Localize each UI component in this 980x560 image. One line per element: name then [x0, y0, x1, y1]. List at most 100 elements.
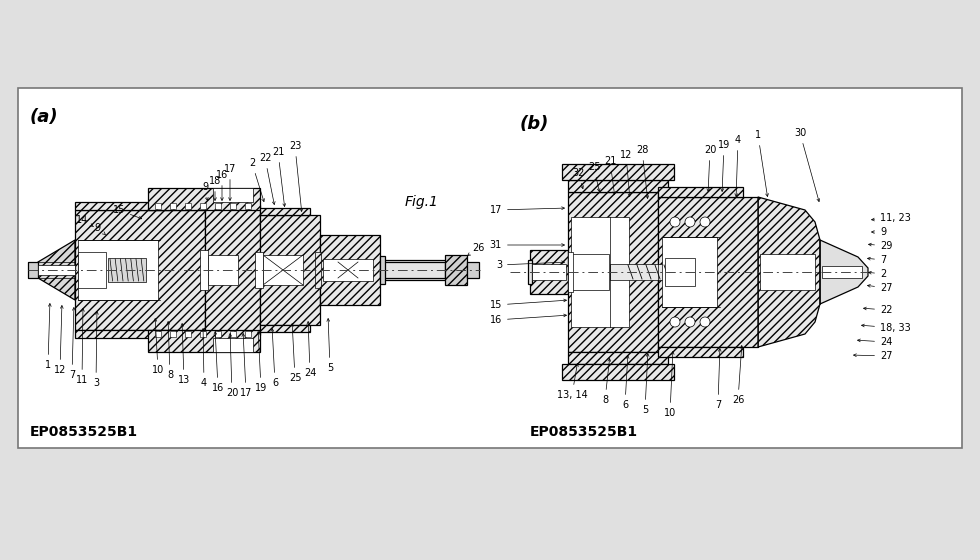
Text: 7: 7 [69, 307, 75, 380]
Text: 29: 29 [868, 241, 893, 251]
Text: 13: 13 [178, 324, 190, 385]
Bar [260, 215, 320, 325]
Bar [315, 252, 321, 288]
Bar [571, 217, 629, 327]
Bar [245, 203, 251, 209]
Text: 5: 5 [642, 353, 649, 415]
Text: 11: 11 [75, 309, 88, 385]
Bar [380, 262, 445, 278]
Text: 10: 10 [663, 352, 676, 418]
Text: 6: 6 [270, 329, 278, 388]
Bar [532, 264, 566, 280]
Text: 15: 15 [490, 299, 566, 310]
Bar [213, 188, 253, 202]
Text: 3: 3 [93, 311, 99, 388]
Polygon shape [38, 240, 75, 300]
Bar [445, 255, 467, 285]
Bar [317, 256, 323, 284]
Text: 26: 26 [467, 243, 484, 255]
Text: 26: 26 [732, 346, 744, 405]
Text: 28: 28 [636, 145, 649, 198]
Bar [213, 338, 253, 352]
Text: 6: 6 [622, 356, 629, 410]
Text: 7: 7 [867, 255, 886, 265]
Circle shape [700, 317, 710, 327]
Polygon shape [758, 197, 820, 347]
Text: 25: 25 [588, 162, 600, 192]
Bar [155, 331, 161, 337]
Bar [108, 258, 146, 282]
Text: 22: 22 [863, 305, 893, 315]
Text: 21: 21 [604, 156, 616, 194]
Text: 4: 4 [735, 135, 741, 197]
Bar [200, 331, 206, 337]
Text: 32: 32 [571, 168, 584, 189]
Bar [528, 260, 532, 284]
Text: 12: 12 [619, 150, 632, 197]
Circle shape [685, 217, 695, 227]
Bar [260, 208, 310, 215]
Bar [200, 203, 206, 209]
Text: 31: 31 [490, 240, 564, 250]
Text: 27: 27 [854, 351, 893, 361]
Text: (b): (b) [520, 115, 550, 133]
Bar [200, 250, 208, 290]
Bar [260, 325, 310, 332]
Bar [658, 197, 758, 347]
Bar [28, 262, 38, 278]
Bar [245, 331, 251, 337]
Text: 13, 14: 13, 14 [557, 363, 587, 400]
Text: 15: 15 [113, 205, 142, 219]
Text: 24: 24 [304, 321, 317, 378]
Text: 20: 20 [225, 334, 238, 398]
Circle shape [670, 217, 680, 227]
Text: 25: 25 [289, 324, 301, 383]
Text: 9: 9 [94, 223, 106, 235]
Bar [78, 252, 106, 288]
Bar [467, 262, 479, 278]
Bar [78, 240, 158, 300]
Text: 23: 23 [289, 141, 303, 212]
Bar [568, 180, 668, 192]
Bar [148, 330, 260, 352]
Bar [610, 264, 700, 280]
Bar [75, 202, 170, 210]
Text: (a): (a) [30, 108, 59, 126]
Text: 3: 3 [496, 260, 564, 270]
Bar [571, 254, 609, 290]
Bar [320, 260, 455, 280]
Text: 18, 33: 18, 33 [861, 323, 910, 333]
Bar [205, 205, 260, 335]
Text: 11, 23: 11, 23 [871, 213, 910, 223]
Bar [208, 255, 238, 285]
Text: 30: 30 [794, 128, 819, 202]
Text: 9: 9 [871, 227, 886, 237]
Text: 21: 21 [271, 147, 285, 207]
Bar [148, 188, 260, 210]
Text: 18: 18 [209, 176, 221, 200]
Text: 8: 8 [602, 358, 611, 405]
Bar [75, 330, 170, 338]
Bar [185, 203, 191, 209]
Bar [38, 265, 75, 275]
Bar [323, 259, 373, 281]
Bar [568, 352, 668, 364]
Circle shape [685, 317, 695, 327]
Bar [562, 164, 674, 180]
Circle shape [670, 317, 680, 327]
Bar [215, 203, 221, 209]
Text: 7: 7 [714, 348, 721, 410]
Text: 4: 4 [201, 329, 207, 388]
Bar [822, 266, 862, 278]
Bar [530, 250, 568, 294]
Bar [320, 235, 380, 305]
Bar [255, 252, 263, 288]
Bar [215, 331, 221, 337]
Text: 20: 20 [704, 145, 716, 192]
Text: 16: 16 [216, 170, 228, 200]
Bar [380, 256, 385, 284]
Text: 12: 12 [54, 306, 67, 375]
Bar [75, 210, 205, 330]
Bar [18, 88, 962, 448]
Text: 16: 16 [490, 314, 566, 325]
